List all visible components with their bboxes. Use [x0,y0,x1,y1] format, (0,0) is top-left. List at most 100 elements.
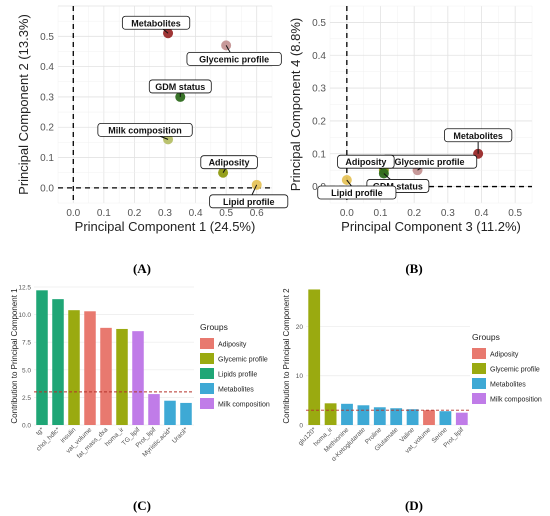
legend-label: Adiposity [490,352,519,359]
point-label: Adiposity [209,158,250,168]
y-tick-label: 0.5 [312,18,326,29]
x-tick-label: 0.3 [158,208,172,219]
bar-serine [439,411,452,425]
y-axis-title: Principal Component 4 (8.8%) [288,18,303,191]
panel-letter-c: (C) [133,498,151,513]
bar-glu120- [308,289,321,425]
scatter-panel-a: 0.0 0.1 0.2 0.3 0.4 0.5 0.60.00.10.20.30.40.5P… [16,5,289,234]
legend-key [200,353,214,364]
legend-label: Glycemic profile [490,367,540,374]
bar-proline [373,407,386,425]
bar-insulin [68,310,80,425]
x-tick-label: 0.4 [189,208,203,219]
bar-tg-lipif [132,331,144,425]
y-tick-label: 0 [299,423,303,430]
label-box [337,154,395,169]
legend-key [472,393,486,404]
point-label: Milk composition [108,125,182,135]
legend-key [472,363,486,374]
label-box [97,122,193,137]
point-label: Lipid profile [331,188,383,198]
legend-title: Groups [200,322,228,332]
x-tick-label: Uracil* [171,426,190,445]
plot-area [306,287,470,425]
y-tick-label: 0.3 [312,84,326,95]
x-tick-label: 0.1 [374,208,388,219]
x-tick-label: 0.5 [219,208,233,219]
legend-key [472,348,486,359]
legend-label: Milk composition [490,397,542,404]
y-tick-label: 20 [296,324,304,331]
x-tick-label: 0.2 [407,208,421,219]
legend-label: Metabolites [218,387,254,394]
legend-title: Groups [472,332,500,342]
x-tick-label: 0.0 [340,208,354,219]
y-tick-label: 0.4 [40,62,54,73]
y-tick-label: 0.1 [312,149,326,160]
y-tick-label: 5.0 [22,367,31,374]
bar-prot-lipif [148,394,160,425]
bar-homa-ir [116,328,128,425]
y-tick-label: 7.5 [22,340,31,347]
point-label: Glycemic profile [395,157,465,167]
label-box [121,15,191,30]
x-tick-label: tg* [35,426,46,437]
x-tick-label: 0.2 [127,208,141,219]
y-tick-label: 0.0 [40,183,54,194]
point-label: Adiposity [345,157,386,167]
legend-key [200,368,214,379]
panel-letter-a: (A) [133,261,151,276]
scatter-panel-b: 0.00.10.20.30.40.50.00.10.20.30.40.5Prin… [288,5,533,234]
bar-myristic-acid- [164,400,176,425]
y-tick-label: 0.0 [22,423,31,430]
bar-prot-lipif [455,412,468,425]
bar-homa-ir [324,403,337,425]
bar-vat-volume [423,410,435,425]
legend-key [200,383,214,394]
point-label: GDM status [155,82,205,92]
y-tick-label: 0.2 [40,123,54,134]
legend-label: Milk composition [218,402,270,409]
bar-chol-hdlc- [52,299,64,425]
y-tick-label: 12.5 [18,285,31,292]
x-tick-label: 0.5 [508,208,522,219]
point-label: Lipid profile [223,197,275,207]
y-tick-label: 10 [296,373,304,380]
legend-label: Glycemic profile [218,357,268,364]
label-box [444,128,513,143]
legend-label: Metabolites [490,382,526,389]
legend-key [472,378,486,389]
x-tick-label: 0.6 [250,208,264,219]
label-box [209,194,289,209]
bar-tg- [36,290,48,425]
panel-letter-d: (D) [405,498,423,513]
y-tick-label: 0.2 [312,116,326,127]
y-axis-title: Contribution to Principal Component 1 [10,288,19,424]
legend-label: Adiposity [218,342,247,349]
y-tick-label: 0.4 [312,51,326,62]
panel-letter-b: (B) [405,261,422,276]
point-label: Metabolites [453,131,503,141]
y-tick-label: 0.5 [40,32,54,43]
bar-panel-d: 01020glu120*homa_irMethionineα-Ketogluta… [282,287,542,463]
label-box [317,185,397,200]
bar-uracil- [180,402,192,425]
bar-panel-c: 0.02.55.07.510.012.5tg*chol_hdlc*insulin… [10,285,270,461]
x-tick-label: 0.1 [97,208,111,219]
bar-fat-mass-dxa [100,327,112,425]
x-axis-title: Principal Component 1 (24.5%) [75,219,256,234]
label-box [186,52,282,66]
label-box [200,155,258,170]
y-tick-label: 10.0 [18,312,31,319]
bar-methionine [341,403,353,425]
y-axis-title: Principal Component 2 (13.3%) [16,14,31,195]
x-tick-label: 0.0 [66,208,80,219]
x-tick-label: 0.4 [475,208,489,219]
point-label: GDM status [373,181,423,191]
bar-valine [406,409,419,425]
legend-key [200,338,214,349]
point-label: Glycemic profile [199,54,269,64]
label-box [148,79,212,94]
y-tick-label: 0.3 [40,92,54,103]
